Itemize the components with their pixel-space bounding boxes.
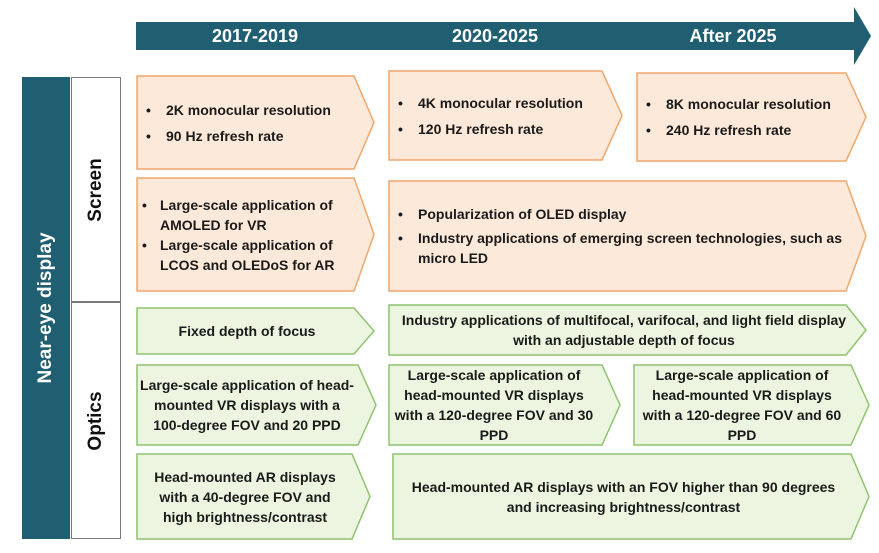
screen-label-box: Screen xyxy=(71,77,121,302)
period-label-2017-2019: 2017-2019 xyxy=(211,26,299,46)
timeline-arrow-shape xyxy=(136,7,871,65)
optics-focus-2020-onward: Industry applications of multifocal, var… xyxy=(388,304,868,356)
optics-vr-2017-2019: Large-scale application of head-mounted … xyxy=(136,364,378,446)
optics-vr-2020-2025: Large-scale application of head-mounted … xyxy=(388,364,622,446)
near-eye-display-label: Near-eye display xyxy=(35,232,56,384)
period-label-2020-2025: 2020-2025 xyxy=(451,26,539,46)
screen-amoled-item: Large-scale application of AMOLED for VR xyxy=(140,195,346,235)
screen-lcos-item: Large-scale application of LCOS and OLED… xyxy=(140,235,346,275)
optics-focus-2017-2019: Fixed depth of focus xyxy=(136,307,376,355)
screen-refresh-item: 240 Hz refresh rate xyxy=(640,120,838,140)
optics-ar-text: Head-mounted AR displays with an FOV hig… xyxy=(411,478,836,515)
near-eye-display-label-bar: Near-eye display xyxy=(22,77,70,539)
period-label-after-2025: After 2025 xyxy=(689,26,777,46)
screen-res-item: 8K monocular resolution xyxy=(640,94,838,114)
timeline-arrow xyxy=(136,7,871,65)
optics-label: Optics xyxy=(85,390,106,451)
optics-ar-text: Head-mounted AR displays with a 40-degre… xyxy=(154,468,336,525)
optics-vr-after-2025: Large-scale application of head-mounted … xyxy=(633,364,871,446)
screen-technology-2017-2019: Large-scale application of AMOLED for VR… xyxy=(136,177,376,292)
screen-resolution-2017-2019: 2K monocular resolution 90 Hz refresh ra… xyxy=(136,75,376,170)
optics-vr-text: Large-scale application of head-mounted … xyxy=(394,367,594,443)
screen-res-item: 4K monocular resolution xyxy=(392,93,594,113)
screen-oled-item: Popularization of OLED display xyxy=(392,204,844,224)
screen-resolution-after-2025: 8K monocular resolution 240 Hz refresh r… xyxy=(636,72,868,162)
screen-microled-item: Industry applications of emerging screen… xyxy=(392,228,844,268)
screen-resolution-2020-2025: 4K monocular resolution 120 Hz refresh r… xyxy=(388,70,624,161)
screen-res-item: 2K monocular resolution xyxy=(140,100,346,120)
screen-refresh-item: 90 Hz refresh rate xyxy=(140,126,346,146)
optics-vr-text: Large-scale application of head-mounted … xyxy=(140,377,354,433)
screen-label: Screen xyxy=(85,157,106,222)
optics-ar-2017-2019: Head-mounted AR displays with a 40-degre… xyxy=(136,453,372,540)
optics-focus-text: Industry applications of multifocal, var… xyxy=(401,312,847,348)
optics-label-box: Optics xyxy=(71,302,121,539)
optics-focus-text: Fixed depth of focus xyxy=(178,323,316,339)
screen-technology-2020-onward: Popularization of OLED display Industry … xyxy=(388,180,868,292)
optics-vr-text: Large-scale application of head-mounted … xyxy=(642,367,842,443)
screen-refresh-item: 120 Hz refresh rate xyxy=(392,119,594,139)
optics-ar-2020-onward: Head-mounted AR displays with an FOV hig… xyxy=(392,453,871,540)
